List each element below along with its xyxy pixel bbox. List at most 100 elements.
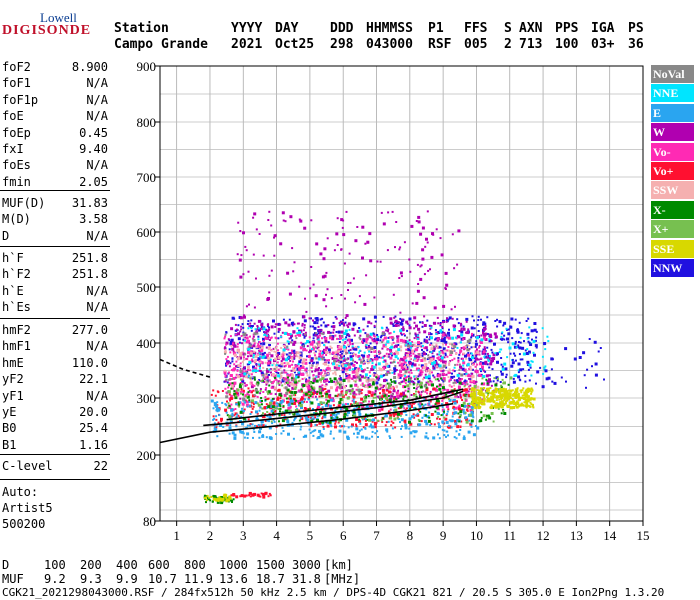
echo-point xyxy=(281,357,285,361)
echo-point xyxy=(276,361,279,364)
echo-point xyxy=(312,374,315,377)
echo-point xyxy=(439,323,442,325)
echo-point xyxy=(295,337,298,340)
echo-point xyxy=(255,346,258,349)
echo-point xyxy=(446,355,449,358)
echo-point xyxy=(401,405,404,408)
echo-point xyxy=(479,405,482,408)
echo-point xyxy=(449,353,453,356)
echo-point xyxy=(314,429,317,432)
echo-point xyxy=(399,411,403,415)
echo-point xyxy=(343,332,347,335)
echo-point xyxy=(426,367,429,371)
echo-point xyxy=(255,417,259,421)
echo-point xyxy=(373,349,375,352)
echo-point xyxy=(319,330,322,333)
echo-point xyxy=(316,393,319,395)
echo-point xyxy=(395,345,398,348)
echo-point xyxy=(410,224,414,228)
echo-point xyxy=(432,365,435,368)
echo-point xyxy=(293,357,296,360)
echo-point xyxy=(242,273,245,276)
echo-point xyxy=(304,297,306,300)
echo-point xyxy=(305,358,308,361)
echo-point xyxy=(501,388,505,392)
echo-point xyxy=(471,388,474,391)
echo-point xyxy=(369,332,373,336)
echo-point xyxy=(329,331,332,334)
echo-point xyxy=(455,437,458,440)
echo-point xyxy=(367,395,370,398)
echo-point xyxy=(210,495,213,498)
echo-point xyxy=(336,395,339,398)
echo-point xyxy=(486,414,489,418)
echo-point xyxy=(274,393,277,396)
echo-point xyxy=(243,408,246,411)
echo-point xyxy=(242,338,245,341)
echo-point xyxy=(528,404,531,407)
echo-point xyxy=(297,376,300,379)
echo-point xyxy=(299,428,302,431)
echo-point xyxy=(393,359,396,361)
echo-point xyxy=(382,222,386,226)
echo-point xyxy=(483,403,486,406)
echo-point xyxy=(520,332,523,335)
echo-point xyxy=(230,338,234,342)
echo-point xyxy=(399,357,403,361)
echo-point xyxy=(430,380,433,383)
echo-point xyxy=(438,353,441,356)
echo-point xyxy=(279,423,282,426)
echo-point xyxy=(226,499,228,502)
x-tick-label: 5 xyxy=(307,528,314,543)
echo-point xyxy=(339,408,342,411)
echo-point xyxy=(382,393,385,396)
echo-point xyxy=(252,335,255,338)
echo-point xyxy=(265,369,269,373)
echo-point xyxy=(335,368,338,371)
echo-point xyxy=(415,359,419,362)
echo-point xyxy=(279,407,282,410)
echo-point xyxy=(251,360,254,363)
echo-point xyxy=(302,315,306,319)
echo-point xyxy=(243,495,245,498)
echo-point xyxy=(347,389,350,392)
echo-point xyxy=(454,363,457,366)
echo-point xyxy=(231,357,234,360)
echo-point xyxy=(269,494,272,497)
echo-point xyxy=(413,416,416,419)
echo-point xyxy=(420,264,423,267)
echo-point xyxy=(320,371,323,374)
echo-point xyxy=(333,377,337,381)
echo-point xyxy=(391,354,394,357)
echo-point xyxy=(458,404,461,407)
echo-point xyxy=(264,398,267,401)
echo-point xyxy=(311,389,314,392)
echo-point xyxy=(460,322,462,325)
echo-point xyxy=(405,364,408,367)
echo-point xyxy=(414,332,417,335)
echo-point xyxy=(248,424,251,427)
echo-point xyxy=(400,333,403,336)
echo-point xyxy=(337,352,339,355)
echo-point xyxy=(359,364,363,368)
echo-point xyxy=(499,401,502,404)
echo-point xyxy=(335,232,339,236)
echo-point xyxy=(363,302,367,306)
legend-item-e: E xyxy=(651,103,694,122)
echo-point xyxy=(401,393,405,397)
echo-point xyxy=(352,410,356,414)
echo-point xyxy=(299,416,302,419)
echo-point xyxy=(544,365,547,368)
echo-point xyxy=(286,417,289,420)
echo-point xyxy=(225,404,228,407)
echo-point xyxy=(243,382,246,385)
echo-point xyxy=(277,327,281,331)
echo-point xyxy=(403,241,406,244)
echo-point xyxy=(406,329,409,332)
echo-point xyxy=(270,420,273,423)
echo-point xyxy=(501,395,504,398)
echo-point xyxy=(457,412,460,415)
echo-point xyxy=(299,365,303,368)
echo-point xyxy=(312,283,315,286)
echo-point xyxy=(402,391,405,395)
